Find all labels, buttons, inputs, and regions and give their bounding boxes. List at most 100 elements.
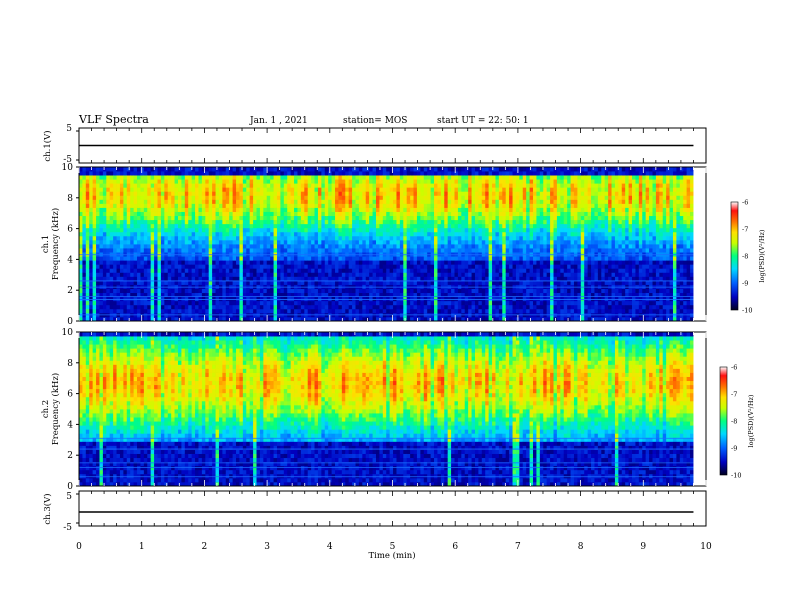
spectrogram-cell (492, 316, 496, 322)
spectrogram-cell (249, 272, 254, 277)
spectrogram-cell (341, 248, 346, 253)
spectrogram-cell (437, 179, 442, 184)
spectrogram-cell (82, 268, 87, 273)
spectrogram-cell (205, 207, 210, 212)
spectrogram-cell (461, 231, 466, 237)
spectrogram-cell (253, 316, 257, 322)
spectrogram-cell (109, 227, 114, 233)
spectrogram-cell (478, 227, 483, 233)
spectrogram-cell (109, 203, 114, 208)
spectrogram-cell (232, 195, 237, 200)
spectrogram-cell (382, 239, 387, 245)
spectrogram-cell (375, 252, 380, 257)
spectrogram-cell (89, 304, 94, 310)
spectrogram-cell (239, 215, 244, 221)
spectrogram-cell (246, 304, 251, 310)
spectrogram-cell (184, 288, 189, 294)
spectrogram-cell (461, 256, 466, 261)
spectrogram-cell (396, 219, 401, 225)
spectrogram-cell (345, 195, 350, 200)
spectrogram-cell (290, 268, 295, 273)
spectrogram-cell (143, 231, 148, 237)
spectrogram-cell (167, 304, 172, 310)
spectrogram-cell (393, 223, 397, 229)
spectrogram-cell (273, 288, 278, 294)
spectrogram-cell (249, 215, 254, 221)
spectrogram-cell (236, 223, 240, 229)
spectrogram-cell (420, 260, 425, 265)
spectrogram-cell (137, 215, 141, 221)
spectrogram-cell (126, 231, 131, 237)
spectrogram-cell (430, 179, 435, 184)
spectrogram-cell (106, 239, 111, 245)
spectrogram-cell (410, 304, 414, 310)
spectrogram-cell (236, 260, 240, 265)
spectrogram-cell (468, 276, 472, 281)
spectrogram-cell (396, 280, 401, 285)
spectrogram-cell (167, 256, 172, 261)
spectrogram-cell (201, 308, 206, 314)
spectrogram-cell (201, 276, 206, 281)
spectrogram-cell (352, 235, 356, 241)
spectrogram-cell (434, 203, 438, 208)
spectrogram-cell (437, 195, 442, 200)
spectrogram-cell (96, 264, 100, 269)
spectrogram-cell (399, 219, 404, 225)
spectrogram-cell (300, 199, 305, 204)
spectrogram-cell (178, 316, 182, 322)
spectrogram-cell (468, 268, 472, 273)
spectrogram-cell (375, 203, 380, 208)
spectrogram-cell (468, 191, 472, 196)
spectrogram-cell (307, 252, 312, 257)
spectrogram-cell (474, 231, 479, 237)
spectrogram-cell (512, 183, 517, 188)
spectrogram-cell (181, 244, 186, 249)
spectrogram-cell (331, 296, 336, 302)
spectrogram-cell (232, 308, 237, 314)
spectrogram-cell (178, 223, 182, 229)
spectrogram-cell (263, 223, 268, 229)
spectrogram-cell (167, 292, 172, 298)
spectrogram-cell (154, 199, 158, 204)
spectrogram-cell (123, 207, 128, 212)
spectrogram-cell (133, 207, 138, 212)
spectrogram-cell (116, 203, 121, 208)
spectrogram-cell (290, 183, 295, 188)
spectrogram-cell (276, 215, 281, 221)
spectrogram-cell (331, 300, 336, 306)
spectrogram-cell (444, 272, 449, 277)
spectrogram-cell (307, 292, 312, 298)
spectrogram-cell (181, 300, 186, 306)
spectrogram-cell (212, 308, 216, 314)
spectrogram-cell (171, 199, 175, 204)
spectrogram-cell (348, 304, 353, 310)
spectrogram-cell (434, 231, 438, 237)
spectrogram-cell (119, 280, 124, 285)
spectrogram-cell (218, 195, 223, 200)
spectrogram-cell (96, 304, 100, 310)
spectrogram-cell (505, 288, 510, 294)
spectrogram-cell (386, 296, 391, 302)
spectrogram-cell (478, 252, 483, 257)
spectrogram-cell (345, 260, 350, 265)
spectrogram-cell (485, 187, 490, 192)
spectrogram-cell (79, 252, 83, 257)
spectrogram-cell (457, 203, 462, 208)
spectrogram-cell (143, 256, 148, 261)
spectrogram-cell (109, 288, 114, 294)
spectrogram-cell (355, 175, 360, 180)
spectrogram-cell (423, 252, 428, 257)
spectrogram-cell (171, 288, 175, 294)
spectrogram-cell (85, 207, 90, 212)
spectrogram-cell (294, 288, 298, 294)
spectrogram-cell (369, 215, 373, 221)
spectrogram-cell (304, 292, 309, 298)
spectrogram-cell (249, 276, 254, 281)
spectrogram-cell (150, 292, 155, 298)
spectrogram-cell (423, 171, 428, 176)
spectrogram-cell (375, 304, 380, 310)
spectrogram-cell (99, 179, 104, 184)
spectrogram-cell (239, 268, 244, 273)
spectrogram-cell (89, 231, 94, 237)
spectrogram-cell (147, 235, 152, 241)
